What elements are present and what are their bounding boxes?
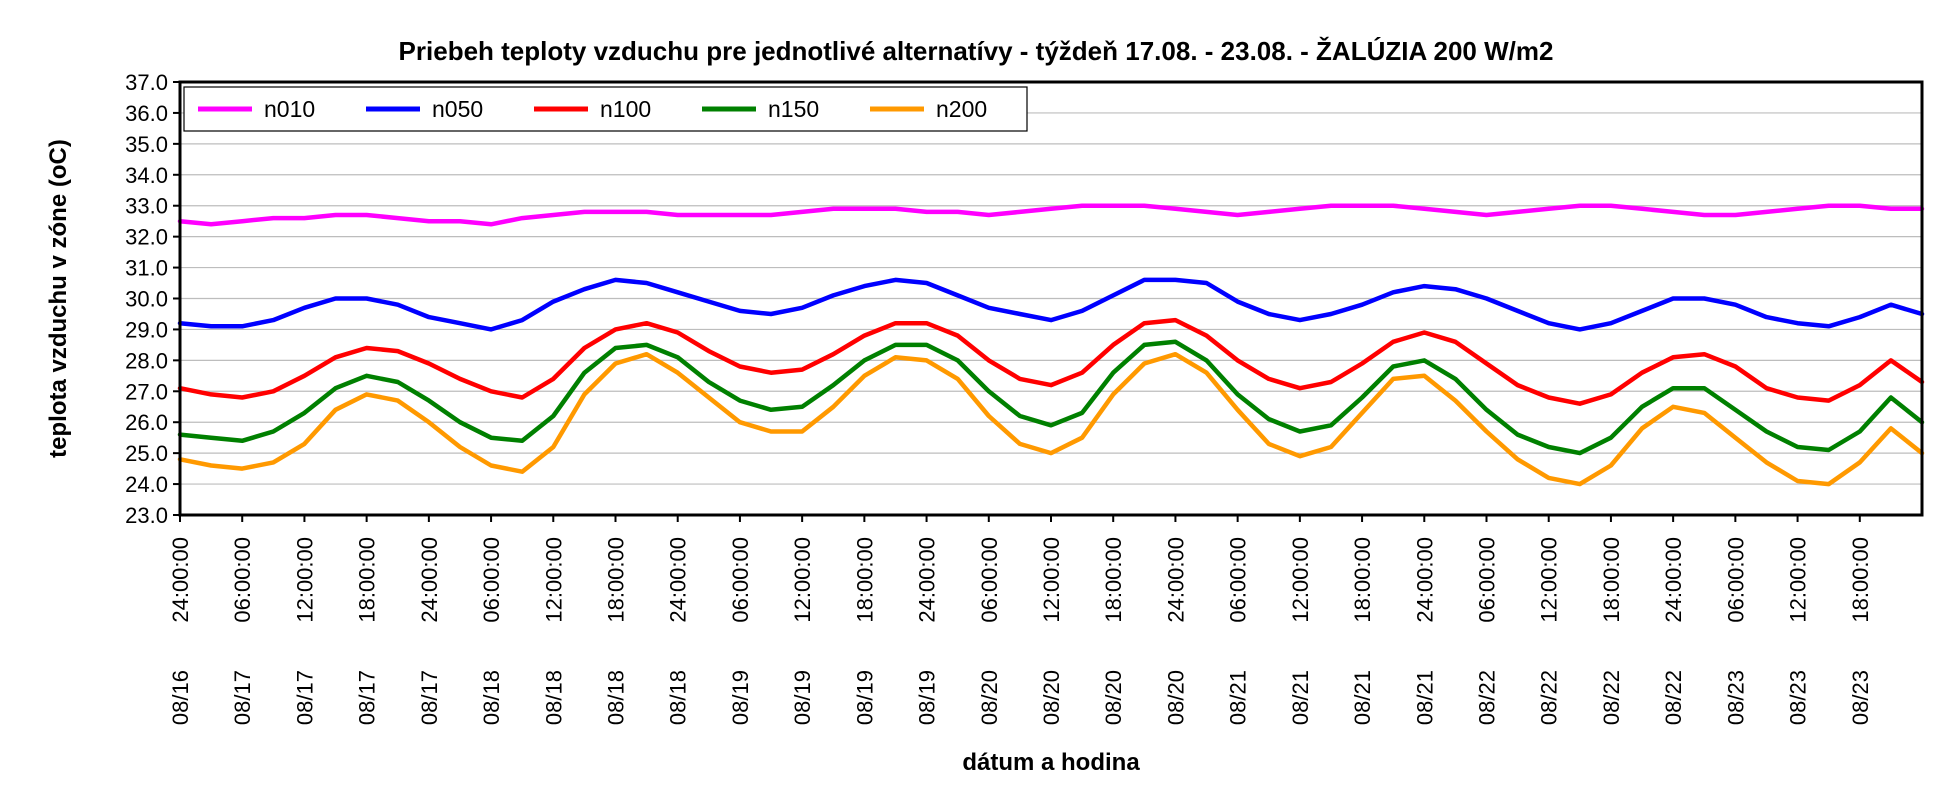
y-axis-label: teplota vzduchu v zóne (oC) [45,139,72,458]
x-tick-time-label: 18:00:00 [604,537,629,623]
x-tick-date-label: 08/19 [728,670,753,725]
x-tick-time-label: 24:00:00 [666,537,691,623]
y-tick-label: 30.0 [125,287,168,312]
x-axis-ticks: 24:00:00 08/16 06:00:00 08/17 12:00:00 08/17 1… [168,515,1873,725]
x-tick-date-label: 08/20 [977,670,1002,725]
x-tick-date-label: 08/18 [604,670,629,725]
x-axis-label: dátum a hodina [962,749,1140,776]
legend-label-n010: n010 [264,96,315,122]
x-tick-time-label: 18:00:00 [1350,537,1375,623]
x-tick-time-label: 24:00:00 [1412,537,1437,623]
legend-label-n200: n200 [936,96,987,122]
y-tick-label: 35.0 [125,132,168,157]
y-tick-label: 25.0 [125,441,168,466]
x-tick-date-label: 08/19 [852,670,877,725]
x-tick-time-label: 18:00:00 [1599,537,1624,623]
x-tick-date-label: 08/22 [1599,670,1624,725]
x-tick-time-label: 24:00:00 [1661,537,1686,623]
series-line-n200 [177,351,1925,487]
y-tick-label: 24.0 [125,472,168,497]
x-tick-date-label: 08/17 [355,670,380,725]
x-tick-time-label: 12:00:00 [292,537,317,623]
x-tick-time-label: 18:00:00 [355,537,380,623]
x-tick-date-label: 08/18 [541,670,566,725]
x-tick-time-label: 12:00:00 [1288,537,1313,623]
x-tick-time-label: 06:00:00 [479,537,504,623]
y-axis-ticks: 23.0 24.0 25.0 26.0 27.0 28.0 29.0 30.0 31.0 32.0… [125,70,180,528]
x-tick-date-label: 08/19 [790,670,815,725]
x-tick-time-label: 24:00:00 [168,537,193,623]
series-line-n050 [177,277,1925,332]
x-tick-time-label: 12:00:00 [541,537,566,623]
series-line-n100 [177,317,1925,406]
x-tick-time-label: 18:00:00 [1101,537,1126,623]
chart-title: Priebeh teploty vzduchu pre jednotlivé a… [399,36,1554,66]
legend-label-n100: n100 [600,96,651,122]
y-tick-label: 28.0 [125,348,168,373]
x-tick-time-label: 06:00:00 [977,537,1002,623]
x-tick-date-label: 08/20 [1163,670,1188,725]
x-tick-date-label: 08/20 [1101,670,1126,725]
y-tick-label: 32.0 [125,225,168,250]
x-tick-date-label: 08/19 [915,670,940,725]
grid-lines [180,81,1922,516]
x-tick-date-label: 08/17 [292,670,317,725]
x-tick-time-label: 18:00:00 [852,537,877,623]
x-tick-date-label: 08/23 [1848,670,1873,725]
x-tick-time-label: 18:00:00 [1848,537,1873,623]
x-tick-date-label: 08/22 [1661,670,1686,725]
x-tick-time-label: 06:00:00 [1226,537,1251,623]
x-tick-time-label: 06:00:00 [1723,537,1748,623]
x-tick-time-label: 24:00:00 [417,537,442,623]
x-tick-time-label: 24:00:00 [915,537,940,623]
y-tick-label: 37.0 [125,70,168,95]
y-tick-label: 27.0 [125,379,168,404]
x-tick-time-label: 12:00:00 [1786,537,1811,623]
x-tick-date-label: 08/18 [479,670,504,725]
series-line-n010 [177,203,1925,227]
x-tick-date-label: 08/20 [1039,670,1064,725]
y-tick-label: 31.0 [125,256,168,281]
x-tick-time-label: 06:00:00 [1475,537,1500,623]
series-line-n150 [177,339,1925,456]
x-tick-date-label: 08/23 [1786,670,1811,725]
x-tick-date-label: 08/18 [666,670,691,725]
y-tick-label: 29.0 [125,317,168,342]
y-tick-label: 34.0 [125,163,168,188]
x-tick-date-label: 08/22 [1475,670,1500,725]
y-tick-label: 36.0 [125,101,168,126]
y-tick-label: 23.0 [125,503,168,528]
x-tick-date-label: 08/22 [1537,670,1562,725]
x-tick-date-label: 08/21 [1288,670,1313,725]
x-tick-time-label: 06:00:00 [728,537,753,623]
x-tick-date-label: 08/23 [1723,670,1748,725]
x-tick-date-label: 08/21 [1412,670,1437,725]
x-tick-time-label: 12:00:00 [1537,537,1562,623]
x-tick-time-label: 12:00:00 [790,537,815,623]
x-tick-date-label: 08/21 [1350,670,1375,725]
x-tick-time-label: 06:00:00 [230,537,255,623]
y-tick-label: 33.0 [125,194,168,219]
x-tick-date-label: 08/21 [1226,670,1251,725]
y-tick-label: 26.0 [125,410,168,435]
x-tick-date-label: 08/17 [417,670,442,725]
legend-label-n150: n150 [768,96,819,122]
legend: n010 n050 n100 n150 n200 [183,86,1028,132]
x-tick-time-label: 12:00:00 [1039,537,1064,623]
legend-label-n050: n050 [432,96,483,122]
x-tick-time-label: 24:00:00 [1163,537,1188,623]
x-tick-date-label: 08/17 [230,670,255,725]
series-lines [177,203,1925,487]
x-tick-date-label: 08/16 [168,670,193,725]
